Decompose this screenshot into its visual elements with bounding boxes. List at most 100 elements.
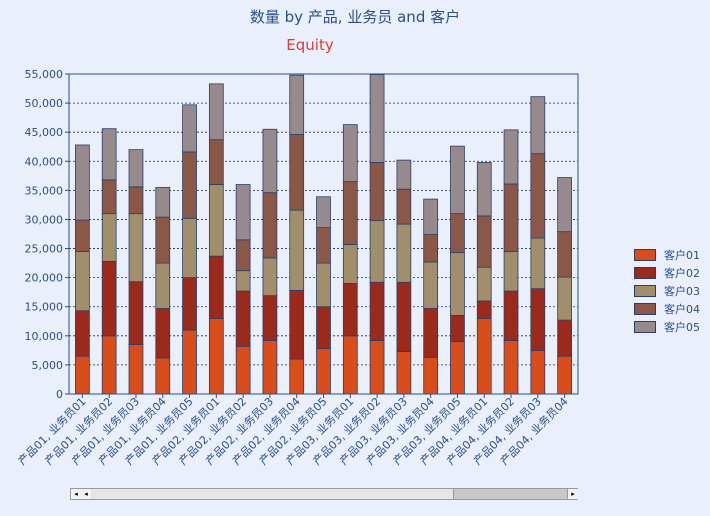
bar-segment-客户02-15	[450, 315, 465, 343]
bar-segment-客户02-13	[396, 281, 412, 352]
bar-segment-客户02-12	[369, 281, 385, 341]
legend: 客户01 客户02 客户03 客户04 客户05	[634, 246, 700, 336]
bar-segment-客户04-19	[557, 231, 572, 278]
bar-segment-客户04-5	[182, 151, 197, 219]
bar-segment-客户04-15	[450, 213, 465, 254]
bar-segment-客户02-5	[182, 277, 197, 331]
bar-segment-客户03-5	[182, 217, 197, 279]
bar-segment-客户03-10	[316, 262, 331, 308]
bar-segment-客户04-18	[530, 153, 546, 239]
scroll-right-arrow-icon[interactable]: ▸	[567, 489, 578, 499]
bar-segment-客户05-6	[208, 83, 224, 141]
scrollbar-track[interactable]	[91, 489, 453, 499]
bar-segment-客户03-17	[503, 251, 519, 292]
bar-segment-客户03-16	[476, 266, 492, 302]
bar-segment-客户01-3	[128, 344, 144, 395]
bar-segment-客户03-3	[128, 213, 144, 283]
bar-segment-客户04-6	[208, 139, 224, 185]
bar-segment-客户02-3	[128, 281, 144, 345]
bar-segment-客户05-4	[155, 187, 171, 218]
bar-segment-客户03-8	[262, 257, 278, 297]
bar-segment-客户03-4	[155, 262, 171, 309]
chart-title: 数量 by 产品, 业务员 and 客户	[249, 8, 461, 26]
bar-segment-客户04-2	[101, 179, 117, 215]
bar-segment-客户05-8	[262, 128, 278, 194]
bar-segment-客户03-6	[208, 184, 224, 257]
bar-segment-客户05-3	[128, 149, 144, 188]
bar-segment-客户02-10	[316, 306, 331, 350]
bar-segment-客户05-19	[557, 177, 572, 233]
legend-item: 客户01	[634, 246, 700, 264]
bar-segment-客户05-11	[342, 124, 358, 183]
bar-segment-客户05-18	[530, 96, 546, 155]
bar-segment-客户02-8	[262, 295, 278, 341]
y-tick-label: 45,000	[25, 126, 64, 139]
bar-segment-客户02-6	[208, 255, 224, 319]
legend-swatch	[634, 249, 656, 261]
bar-segment-客户02-19	[557, 319, 572, 357]
bar-segment-客户02-7	[235, 290, 251, 347]
chart-subtitle: Equity	[286, 36, 334, 54]
bar-segment-客户02-16	[476, 300, 492, 319]
legend-swatch	[634, 267, 656, 279]
bar-segment-客户05-1	[75, 144, 90, 221]
legend-swatch	[634, 303, 656, 315]
y-tick-label: 15,000	[25, 301, 64, 314]
bar-segment-客户04-16	[476, 215, 492, 268]
bar-segment-客户05-2	[101, 128, 117, 181]
bar-segment-客户05-16	[476, 162, 492, 217]
bar-segment-客户02-11	[342, 283, 358, 337]
bar-segment-客户05-12	[369, 74, 385, 163]
y-tick-label: 10,000	[25, 330, 64, 343]
bar-segment-客户04-3	[128, 186, 144, 215]
bar-segment-客户02-1	[75, 310, 90, 357]
y-tick-label: 20,000	[25, 272, 64, 285]
legend-label: 客户05	[664, 321, 700, 334]
legend-swatch	[634, 321, 656, 333]
bar-segment-客户03-14	[423, 261, 439, 309]
y-tick-label: 30,000	[25, 213, 64, 226]
scrollbar-thumb[interactable]	[453, 489, 568, 499]
bar-segment-客户05-17	[503, 129, 519, 185]
legend-label: 客户02	[664, 267, 700, 280]
bar-segment-客户04-8	[262, 192, 278, 259]
bar-segment-客户01-7	[235, 345, 251, 395]
legend-item: 客户02	[634, 264, 700, 282]
bar-segment-客户01-17	[503, 340, 519, 395]
bar-segment-客户01-19	[557, 355, 572, 395]
bar-segment-客户04-11	[342, 181, 358, 245]
bar-segment-客户03-9	[289, 209, 305, 291]
legend-item: 客户03	[634, 282, 700, 300]
bar-segment-客户03-12	[369, 220, 385, 283]
bar-segment-客户03-11	[342, 244, 358, 284]
bar-segment-客户05-10	[316, 196, 331, 229]
bar-segment-客户05-9	[289, 74, 305, 135]
bar-segment-客户01-16	[476, 317, 492, 395]
y-tick-label: 50,000	[25, 97, 64, 110]
bar-segment-客户01-2	[101, 335, 117, 395]
bar-segment-客户01-18	[530, 349, 546, 395]
bar-segment-客户04-7	[235, 239, 251, 272]
bar-segment-客户01-11	[342, 335, 358, 395]
bar-segment-客户01-9	[289, 358, 305, 395]
bar-segment-客户03-7	[235, 270, 251, 292]
bar-segment-客户04-1	[75, 219, 90, 252]
bar-segment-客户04-14	[423, 234, 439, 263]
bar-segment-客户03-15	[450, 252, 465, 316]
y-tick-label: 40,000	[25, 155, 64, 168]
bar-segment-客户01-4	[155, 357, 171, 395]
bar-segment-客户04-9	[289, 134, 305, 211]
bar-segment-客户01-8	[262, 340, 278, 395]
legend-label: 客户04	[664, 303, 700, 316]
bar-segment-客户03-2	[101, 213, 117, 262]
y-tick-label: 5,000	[32, 359, 64, 372]
bar-segment-客户04-12	[369, 162, 385, 222]
y-tick-label: 0	[56, 388, 63, 401]
bar-segment-客户05-14	[423, 198, 439, 235]
horizontal-scrollbar[interactable]: ◂ ◂ ▸	[70, 488, 578, 500]
legend-item: 客户04	[634, 300, 700, 318]
bar-segment-客户01-12	[369, 340, 385, 395]
bar-segment-客户01-6	[208, 317, 224, 395]
bar-segment-客户04-13	[396, 188, 412, 225]
bar-segment-客户05-5	[182, 104, 197, 153]
